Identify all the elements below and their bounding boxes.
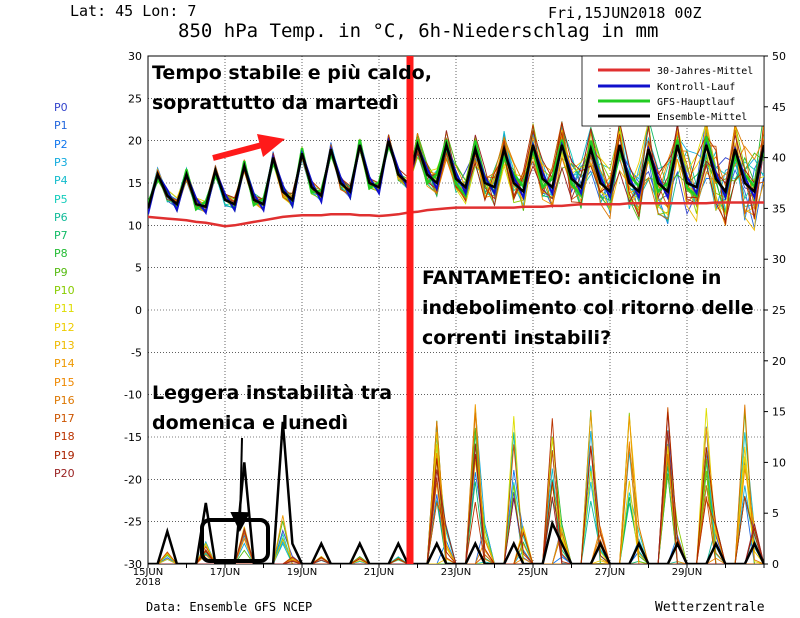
member-label: P5 <box>54 192 68 206</box>
y-right-tick-label: 40 <box>772 152 786 165</box>
member-label: P11 <box>54 302 75 316</box>
member-label: P17 <box>54 412 75 426</box>
annotation-line: indebolimento col ritorno delle <box>422 297 754 319</box>
y-left-tick-label: 0 <box>135 304 142 317</box>
member-label: P12 <box>54 320 75 334</box>
lat-lon-label: Lat: 45 Lon: 7 <box>70 2 197 20</box>
axes: 302520151050-5-10-15-20-25-3050454035302… <box>124 50 786 588</box>
member-label: P14 <box>54 357 75 371</box>
x-tick-label: 29JUN <box>672 567 702 578</box>
y-left-tick-label: 25 <box>128 92 142 105</box>
y-right-tick-label: 45 <box>772 101 786 114</box>
mean-temp-line <box>148 140 764 209</box>
y-left-tick-label: -25 <box>124 516 142 529</box>
annotation-top-left: Tempo stabile e più caldo, soprattutto d… <box>152 58 432 118</box>
y-right-tick-label: 35 <box>772 202 786 215</box>
legend-entry-mean: Ensemble-Mittel <box>657 112 747 123</box>
annotation-line: FANTAMETEO: anticiclone in <box>422 267 722 289</box>
member-label: P7 <box>54 229 68 243</box>
brand-label: Wetterzentrale <box>655 600 765 615</box>
y-left-tick-label: 5 <box>135 262 142 275</box>
x-tick-label: 25JUN <box>518 567 548 578</box>
legend-entry-clim: 30-Jahres-Mittel <box>657 66 753 77</box>
y-right-tick-label: 50 <box>772 50 786 63</box>
member-label: P20 <box>54 467 75 480</box>
annotation-right: FANTAMETEO: anticiclone in indebolimento… <box>422 263 754 353</box>
member-label: P4 <box>54 174 68 188</box>
member-label: P8 <box>54 247 68 261</box>
y-right-tick-label: 20 <box>772 355 786 368</box>
member-label: P6 <box>54 210 68 224</box>
member-label: P2 <box>54 137 68 151</box>
x-tick-label: 19JUN <box>287 567 317 578</box>
member-label: P1 <box>54 119 68 133</box>
x-tick-label: 15JUN <box>133 567 163 578</box>
chart-title: 850 hPa Temp. in °C, 6h-Niederschlag in … <box>178 20 659 42</box>
legend-entry-gfs: GFS-Hauptlauf <box>657 97 735 108</box>
legend: 30-Jahres-Mittel Kontroll-Lauf GFS-Haupt… <box>581 55 765 127</box>
y-left-tick-label: 15 <box>128 177 142 190</box>
member-precip-line <box>148 412 764 564</box>
member-label: P10 <box>54 284 75 297</box>
annotation-line: Tempo stabile e più caldo, <box>152 62 432 84</box>
y-left-tick-label: -5 <box>131 346 142 359</box>
y-left-tick-label: 30 <box>128 50 142 63</box>
pointer-arrow <box>230 437 251 532</box>
annotation-line: soprattutto da martedì <box>152 92 399 114</box>
y-left-tick-label: -30 <box>124 558 142 571</box>
annotation-line: correnti instabili? <box>422 327 612 349</box>
run-date: Fri,15JUN2018 00Z <box>548 4 702 22</box>
x-tick-label: 17JUN <box>210 567 240 578</box>
y-left-tick-label: 20 <box>128 135 142 148</box>
y-right-tick-label: 15 <box>772 406 786 419</box>
y-right-tick-label: 30 <box>772 253 786 266</box>
x-tick-label: 23JUN <box>441 567 471 578</box>
member-label: P0 <box>54 101 68 114</box>
mean-precip-line <box>148 421 764 564</box>
red-arrow <box>212 134 285 161</box>
main-lines <box>148 136 764 564</box>
y-left-tick-label: -15 <box>124 431 142 444</box>
annotation-line: Leggera instabilità tra <box>152 382 393 404</box>
annotation-line: domenica e lunedì <box>152 412 349 434</box>
clim-line <box>148 201 764 228</box>
annotation-bottom-left: Leggera instabilità tra domenica e luned… <box>152 378 392 438</box>
member-precip-line <box>148 430 764 564</box>
y-left-tick-label: -20 <box>124 473 142 486</box>
legend-entry-control: Kontroll-Lauf <box>657 82 735 93</box>
x-tick-label: 21JUN <box>364 567 394 578</box>
data-source: Data: Ensemble GFS NCEP <box>146 600 313 614</box>
y-right-tick-label: 5 <box>772 507 779 520</box>
member-label: P16 <box>54 393 75 407</box>
member-precip-line <box>148 404 764 564</box>
y-right-tick-label: 25 <box>772 304 786 317</box>
member-label: P18 <box>54 430 75 444</box>
y-left-tick-label: 10 <box>128 219 142 232</box>
y-right-tick-label: 0 <box>772 558 779 571</box>
x-tick-label: 27JUN <box>595 567 625 578</box>
y-left-tick-label: -10 <box>124 389 142 402</box>
member-label: P3 <box>54 155 68 169</box>
member-label: P19 <box>54 448 75 462</box>
x-tick-label: 2018 <box>135 577 160 588</box>
member-label: P15 <box>54 375 75 389</box>
member-label: P9 <box>54 265 68 279</box>
y-right-tick-label: 10 <box>772 456 786 469</box>
member-label: P13 <box>54 338 75 352</box>
